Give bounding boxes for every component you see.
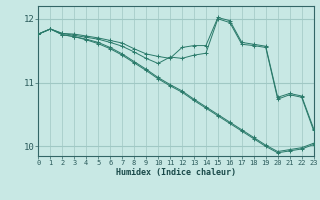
X-axis label: Humidex (Indice chaleur): Humidex (Indice chaleur): [116, 168, 236, 177]
